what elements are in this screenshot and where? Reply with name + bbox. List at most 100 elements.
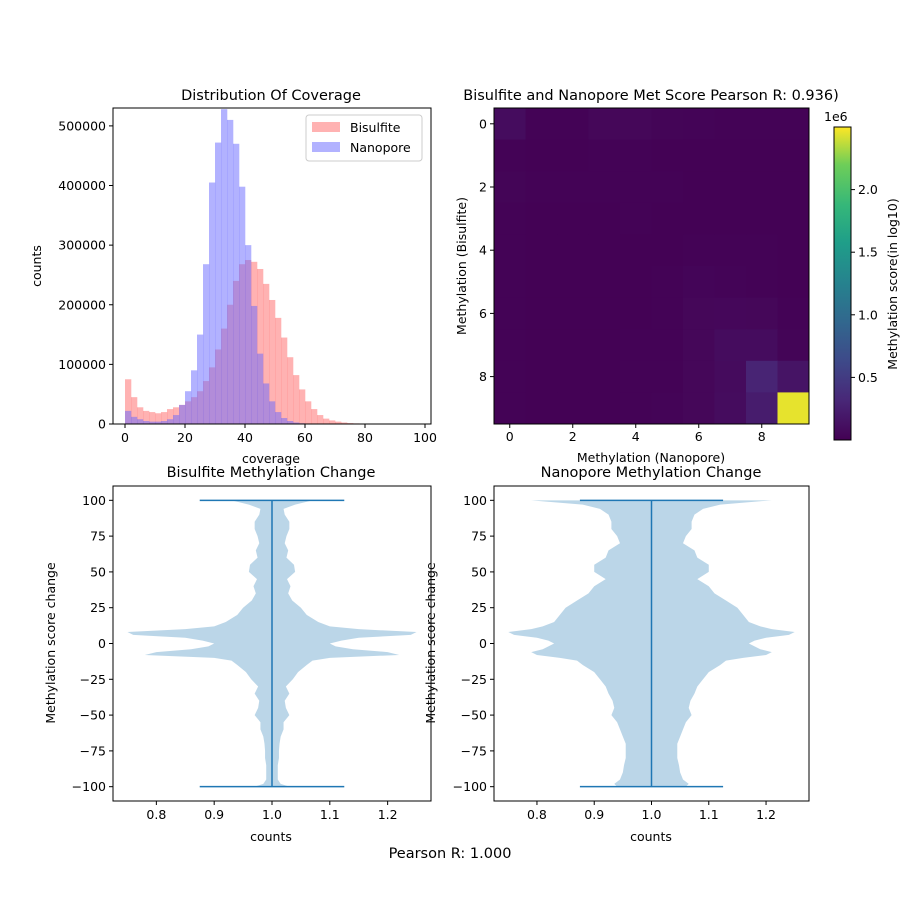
- histogram-bar-bisulfite: [287, 357, 294, 424]
- histogram-bar-bisulfite: [131, 397, 138, 424]
- heatmap-cell: [714, 108, 747, 140]
- heatmap-cell: [683, 360, 715, 393]
- histogram-bar-nanopore: [221, 109, 228, 425]
- heatmap-cell: [588, 139, 621, 172]
- y-tick-label: −100: [453, 779, 487, 794]
- heatmap-cell: [777, 234, 810, 267]
- x-tick-label: 60: [297, 430, 313, 445]
- histogram-bar-bisulfite: [155, 413, 162, 424]
- heatmap-cell: [683, 171, 715, 204]
- heatmap-cell: [777, 360, 810, 393]
- heatmap-cell: [525, 329, 558, 362]
- heatmap-cell: [651, 329, 684, 362]
- heatmap-cell: [714, 234, 747, 267]
- nanopore-violin-ylabel: Methylation score change: [423, 562, 438, 724]
- heatmap-cell: [620, 360, 652, 393]
- x-tick-label: 80: [357, 430, 373, 445]
- heatmap-cell: [714, 171, 747, 204]
- histogram-bar-nanopore: [185, 391, 192, 424]
- x-tick-label: 40: [237, 430, 253, 445]
- heatmap-cell: [525, 139, 558, 172]
- heatmap-cell: [620, 202, 652, 235]
- heatmap-cell: [651, 139, 684, 172]
- heatmap-cell: [620, 234, 652, 267]
- y-tick-label: 300000: [58, 238, 106, 253]
- heatmap-cell: [588, 171, 621, 204]
- x-tick-label: 2: [569, 429, 577, 444]
- histogram-bar-nanopore: [155, 421, 162, 424]
- heatmap-cell: [777, 202, 810, 235]
- y-tick-label: 75: [471, 529, 487, 544]
- y-tick-label: 0: [479, 116, 487, 131]
- heatmap-cell: [714, 139, 747, 172]
- heatmap-cell: [525, 297, 558, 330]
- histogram-bar-bisulfite: [143, 410, 150, 424]
- histogram-bar-nanopore: [191, 370, 198, 424]
- y-tick-label: −75: [80, 743, 106, 758]
- histogram-bar-bisulfite: [317, 415, 324, 424]
- heatmap-cell: [557, 360, 589, 393]
- heatmap-cell: [777, 329, 810, 362]
- histogram-bar-nanopore: [137, 419, 144, 424]
- heatmap-cell: [525, 234, 558, 267]
- heatmap-cells: [494, 108, 810, 425]
- heatmap-cell: [620, 171, 652, 204]
- heatmap-cell: [651, 360, 684, 393]
- histogram-bar-bisulfite: [161, 412, 168, 424]
- y-tick-label: −50: [461, 708, 487, 723]
- histogram-bar-bisulfite: [293, 375, 300, 424]
- y-tick-label: −25: [461, 672, 487, 687]
- heatmap-cell: [683, 297, 715, 330]
- histogram-bar-bisulfite: [137, 407, 144, 424]
- histogram-bar-nanopore: [293, 422, 300, 424]
- heatmap-cell: [746, 108, 778, 140]
- heatmap-title: Bisulfite and Nanopore Met Score Pearson…: [463, 88, 839, 104]
- heatmap-cell: [557, 266, 589, 298]
- colorbar-tick-label: 0.5: [858, 370, 878, 385]
- heatmap-cell: [683, 108, 715, 140]
- colorbar-tick-label: 1.0: [858, 307, 878, 322]
- heatmap-cell: [588, 360, 621, 393]
- y-tick-label: 8: [479, 369, 487, 384]
- heatmap-cell: [651, 171, 684, 204]
- heatmap-cell: [714, 329, 747, 362]
- colorbar-ticks: 0.5 1.0 1.5 2.0: [851, 182, 878, 385]
- bisulfite-violin-axes-frame: [112, 485, 432, 802]
- heatmap-cell: [714, 297, 747, 330]
- histogram-bar-bisulfite: [341, 422, 348, 424]
- legend-label-nanopore: Nanopore: [350, 140, 411, 155]
- y-tick-label: −75: [461, 743, 487, 758]
- histogram-bar-bisulfite: [125, 379, 132, 424]
- y-tick-label: 6: [479, 306, 487, 321]
- histogram-bar-bisulfite: [299, 389, 306, 424]
- histogram-bar-bisulfite: [329, 420, 336, 424]
- heatmap-cell: [557, 171, 589, 204]
- heatmap-cell: [494, 108, 526, 140]
- x-tick-label: 0: [121, 430, 129, 445]
- histogram-ticks: 0 20 40 60 80 100 0 100000 200000 300000 400000 500…: [58, 118, 437, 445]
- y-tick-label: 500000: [58, 118, 106, 133]
- x-tick-label: 0: [506, 429, 514, 444]
- histogram-bar-nanopore: [173, 415, 180, 424]
- heatmap-cell: [494, 266, 526, 298]
- heatmap-cell: [777, 297, 810, 330]
- heatmap-cell: [777, 266, 810, 298]
- histogram-bar-nanopore: [251, 305, 258, 424]
- histogram-bar-bisulfite: [311, 409, 318, 424]
- heatmap-cell: [620, 297, 652, 330]
- nanopore-violin-title: Nanopore Methylation Change: [541, 465, 762, 481]
- heatmap-cell: [620, 108, 652, 140]
- heatmap-cell: [714, 392, 747, 425]
- x-tick-label: 1.1: [699, 807, 719, 822]
- histogram-bar-bisulfite: [149, 412, 156, 424]
- heatmap-cell: [620, 266, 652, 298]
- histogram-bar-bisulfite: [263, 283, 270, 424]
- figure-suptitle: Pearson R: 1.000: [389, 846, 512, 862]
- y-tick-label: 100000: [58, 357, 106, 372]
- nanopore-violin-panel: Nanopore Methylation Change 0.8 0.9 1.0 1.1…: [423, 465, 810, 844]
- histogram-bar-bisulfite: [335, 421, 342, 424]
- heatmap-cell: [557, 392, 589, 425]
- heatmap-cell: [683, 329, 715, 362]
- histogram-bar-bisulfite: [275, 317, 282, 424]
- heatmap-cell: [557, 108, 589, 140]
